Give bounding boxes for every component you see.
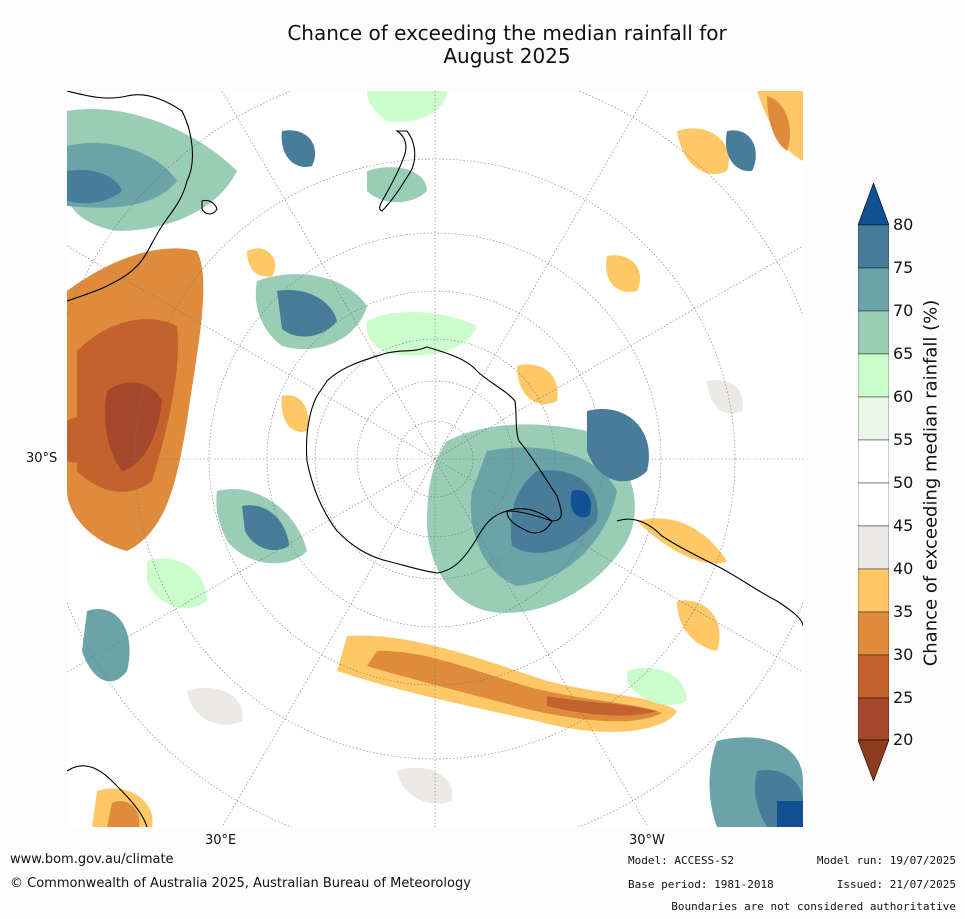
colorbar-extend-high [858,183,889,226]
colorbar-bin-70-75 [858,267,889,312]
tasmania-coastline [201,199,218,215]
lon-label-30e: 30°E [205,833,237,848]
dry-anomaly-band [337,635,677,732]
title-line-2: August 2025 [443,44,571,68]
colorbar-tick: 35 [893,602,914,621]
coastlines [67,91,803,827]
colorbar [858,183,889,781]
website-link[interactable]: www.bom.gov.au/climate [10,852,174,867]
colorbar-tick: 40 [893,559,914,578]
colorbar-label: Chance of exceeding median rainfall (%) [920,299,942,667]
colorbar-tick: 80 [893,215,914,234]
colorbar-tick: 60 [893,387,914,406]
dry-anomaly-patches [92,91,803,827]
chart-title: Chance of exceeding the median rainfall … [67,22,947,68]
disclaimer-text: Boundaries are not considered authoritat… [671,900,956,913]
colorbar-tick: 70 [893,301,914,320]
colorbar-bin-45-50 [858,482,889,527]
colorbar-tick: 50 [893,473,914,492]
colorbar-tick: 25 [893,688,914,707]
lon-label-30w: 30°W [629,833,665,848]
africa-coastline [67,765,148,827]
wet-anomaly-areas [67,109,803,827]
model-text: Model: ACCESS-S2 [628,854,734,867]
colorbar-tick: 65 [893,344,914,363]
near-normal-shading [147,91,743,804]
colorbar-tick: 75 [893,258,914,277]
issued-text: Issued: 21/07/2025 [836,878,956,891]
colorbar-bin-30-35 [858,611,889,656]
colorbar-bin-35-40 [858,568,889,613]
colorbar-tick: 20 [893,730,914,749]
colorbar-bin-20-25 [858,697,889,741]
dry-anomaly-west [67,248,204,552]
south-america-coastline [616,518,803,627]
colorbar-tick: 30 [893,645,914,664]
colorbar-tick: 45 [893,516,914,535]
antarctic-peninsula-coastline [506,508,553,534]
colorbar-tick: 55 [893,430,914,449]
colorbar-bin-65-70 [858,310,889,355]
australia-coastline [67,91,193,302]
colorbar-extend-low [858,739,889,781]
colorbar-bin-75-80 [858,224,889,269]
colorbar-bin-25-30 [858,654,889,699]
lat-label-30s: 30°S [26,451,58,466]
new-zealand-coastline [379,130,416,212]
model-run-text: Model run: 19/07/2025 [816,854,956,867]
rainfall-map [67,91,803,827]
colorbar-bin-60-65 [858,353,889,398]
map-panel[interactable] [67,91,803,827]
title-line-1: Chance of exceeding the median rainfall … [287,21,727,45]
graticule [67,91,803,827]
colorbar-bin-40-45 [858,525,889,570]
base-period-text: Base period: 1981-2018 [628,878,774,891]
colorbar-bin-50-55 [858,439,889,484]
copyright-text: © Commonwealth of Australia 2025, Austra… [10,876,471,891]
colorbar-bin-55-60 [858,396,889,441]
